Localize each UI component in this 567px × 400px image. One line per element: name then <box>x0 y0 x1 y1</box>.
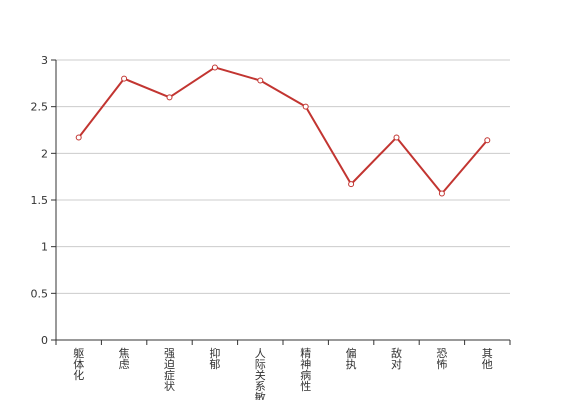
data-point <box>393 134 400 141</box>
x-tick-label: 恐怖 <box>436 347 447 371</box>
y-tick-label: 2 <box>41 147 48 160</box>
data-point <box>121 75 128 82</box>
data-point <box>211 64 218 71</box>
x-tick-label: 敌对 <box>391 346 402 371</box>
data-point <box>438 190 445 197</box>
y-tick-label: 1.5 <box>31 194 49 207</box>
data-point <box>75 134 82 141</box>
y-tick-label: 3 <box>41 54 48 67</box>
x-tick-label: 人际关系敏感 <box>255 347 266 400</box>
data-point <box>302 103 309 110</box>
y-tick-label: 2.5 <box>31 101 49 114</box>
x-tick-label: 躯体化 <box>73 347 84 382</box>
y-tick-label: 1 <box>41 241 48 254</box>
data-point <box>348 181 355 188</box>
data-point <box>257 77 264 84</box>
x-tick-label: 焦虑 <box>119 347 130 371</box>
x-tick-label: 精神病性 <box>300 347 311 393</box>
series-line <box>77 66 489 195</box>
data-point <box>166 94 173 101</box>
y-tick-label: 0.5 <box>31 287 49 300</box>
x-tick-label: 强迫症状 <box>164 347 175 393</box>
x-tick-label: 抑郁 <box>209 346 220 371</box>
data-point <box>484 137 491 144</box>
y-tick-label: 0 <box>41 334 48 347</box>
x-tick-label: 偏执 <box>346 346 357 371</box>
x-tick-label: 其他 <box>482 347 493 371</box>
